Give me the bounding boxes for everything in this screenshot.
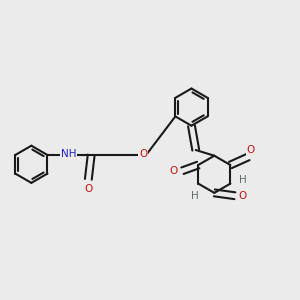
Text: O: O xyxy=(170,166,178,176)
Text: O: O xyxy=(247,145,255,155)
Text: H: H xyxy=(191,191,199,202)
Text: O: O xyxy=(139,148,147,159)
Text: NH: NH xyxy=(61,148,76,159)
Text: H: H xyxy=(238,175,246,185)
Text: O: O xyxy=(238,191,246,201)
Text: O: O xyxy=(84,184,92,194)
